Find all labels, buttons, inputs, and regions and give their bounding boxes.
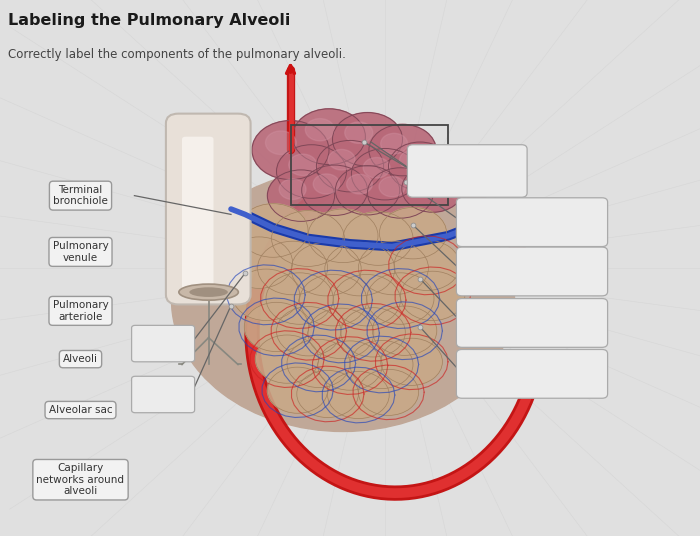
Circle shape: [367, 273, 434, 324]
Circle shape: [372, 306, 437, 355]
FancyBboxPatch shape: [166, 114, 251, 304]
Text: Labeling the Pulmonary Alveoli: Labeling the Pulmonary Alveoli: [8, 13, 290, 28]
Circle shape: [346, 174, 372, 194]
Circle shape: [267, 367, 328, 413]
Circle shape: [244, 302, 309, 352]
Circle shape: [276, 307, 341, 356]
Circle shape: [232, 269, 300, 321]
Circle shape: [256, 335, 318, 383]
Circle shape: [379, 176, 405, 197]
Circle shape: [265, 131, 296, 154]
Circle shape: [345, 122, 373, 144]
Circle shape: [369, 124, 436, 176]
Circle shape: [308, 209, 378, 263]
Circle shape: [379, 207, 447, 259]
Circle shape: [358, 241, 428, 295]
Circle shape: [288, 154, 316, 176]
Circle shape: [341, 308, 405, 357]
FancyBboxPatch shape: [132, 376, 195, 413]
Circle shape: [318, 341, 382, 390]
Circle shape: [308, 308, 374, 359]
Circle shape: [343, 212, 413, 265]
Circle shape: [266, 273, 333, 324]
FancyBboxPatch shape: [456, 198, 608, 247]
Circle shape: [258, 241, 328, 295]
Circle shape: [328, 150, 355, 170]
Ellipse shape: [189, 287, 228, 297]
Text: Terminal
bronchiole: Terminal bronchiole: [53, 185, 108, 206]
Circle shape: [279, 179, 306, 199]
Circle shape: [300, 274, 367, 326]
Circle shape: [381, 338, 442, 385]
Circle shape: [332, 113, 402, 166]
Text: Pulmonary
venule: Pulmonary venule: [52, 241, 108, 263]
Text: Alveolar sac: Alveolar sac: [49, 405, 112, 415]
FancyBboxPatch shape: [182, 137, 214, 292]
FancyBboxPatch shape: [456, 247, 608, 296]
Circle shape: [381, 133, 407, 154]
Ellipse shape: [179, 284, 238, 300]
Circle shape: [316, 140, 384, 192]
FancyBboxPatch shape: [407, 145, 527, 197]
Text: Pulmonary
arteriole: Pulmonary arteriole: [52, 300, 108, 322]
Circle shape: [291, 242, 361, 296]
Circle shape: [412, 173, 438, 192]
Text: Correctly label the components of the pulmonary alveoli.: Correctly label the components of the pu…: [8, 48, 346, 61]
Circle shape: [358, 369, 419, 415]
Circle shape: [328, 371, 389, 419]
Circle shape: [400, 151, 425, 170]
Circle shape: [389, 142, 452, 190]
Circle shape: [276, 145, 346, 198]
FancyBboxPatch shape: [456, 299, 608, 347]
Circle shape: [333, 274, 400, 326]
Circle shape: [313, 174, 340, 194]
Circle shape: [172, 169, 514, 431]
Circle shape: [402, 165, 463, 212]
Circle shape: [267, 170, 335, 221]
Circle shape: [368, 168, 433, 218]
Circle shape: [302, 165, 368, 215]
Text: Alveoli: Alveoli: [63, 354, 98, 364]
Circle shape: [238, 204, 308, 257]
Circle shape: [252, 121, 329, 180]
Circle shape: [363, 158, 390, 178]
Circle shape: [272, 211, 344, 266]
Circle shape: [335, 166, 400, 215]
Circle shape: [297, 370, 358, 418]
Circle shape: [351, 148, 419, 200]
Circle shape: [225, 237, 293, 288]
Circle shape: [350, 340, 413, 389]
Circle shape: [293, 109, 365, 165]
Circle shape: [394, 240, 460, 291]
Text: Capillary
networks around
alveoli: Capillary networks around alveoli: [36, 463, 125, 496]
Circle shape: [400, 271, 465, 321]
Circle shape: [287, 339, 350, 388]
FancyBboxPatch shape: [132, 325, 195, 362]
Circle shape: [325, 242, 395, 296]
Circle shape: [305, 118, 335, 141]
FancyBboxPatch shape: [456, 349, 608, 398]
